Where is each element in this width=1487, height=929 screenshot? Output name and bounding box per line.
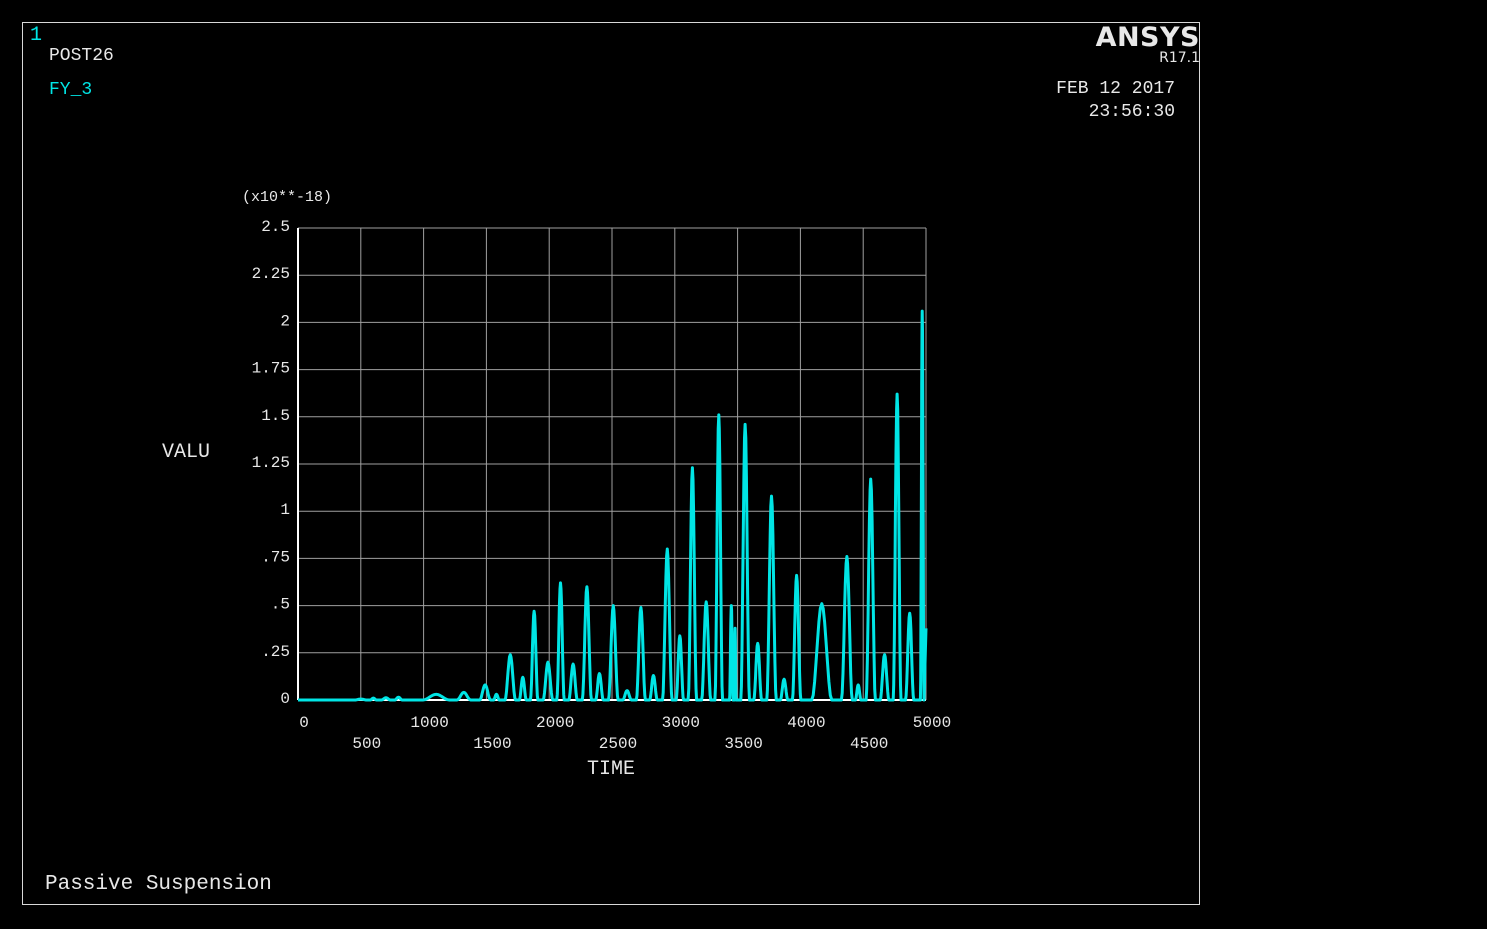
x-tick-label: 1000: [410, 714, 448, 732]
x-tick-label: 3500: [724, 735, 762, 753]
y-tick-label: 1.5: [261, 407, 290, 425]
x-tick-label: 2500: [599, 735, 637, 753]
y-tick-label: 2.25: [252, 265, 290, 283]
window-number: 1: [30, 24, 43, 47]
date-label: FEB 12 2017: [1056, 79, 1175, 99]
graphics-window-frame: [22, 22, 1200, 905]
tick-labels: 0 500 1000 1500 2000 2500 3000 3500 4000 4500 5000…: [252, 218, 952, 753]
x-axis-label: TIME: [587, 758, 635, 781]
y-tick-label: 2.5: [261, 218, 290, 236]
y-tick-label: 1.75: [252, 360, 290, 378]
y-tick-label: .5: [271, 596, 290, 614]
y-tick-label: 0: [280, 690, 290, 708]
x-tick-label: 4000: [787, 714, 825, 732]
x-tick-label: 1500: [473, 735, 511, 753]
y-axis-label: VALU: [162, 441, 210, 464]
y-tick-label: .75: [261, 548, 290, 566]
series-curve-fy3: [298, 309, 928, 702]
plot-caption: Passive Suspension: [45, 873, 272, 896]
x-tick-label: 0: [299, 714, 309, 732]
y-tick-label: 2: [280, 312, 290, 330]
x-tick-label: 2000: [536, 714, 574, 732]
x-tick-label: 5000: [913, 714, 951, 732]
y-multiplier-label: (x10**-18): [242, 189, 332, 206]
x-tick-label: 4500: [850, 735, 888, 753]
grid-lines: [298, 227, 927, 700]
y-tick-label: .25: [261, 643, 290, 661]
x-tick-label: 500: [352, 735, 381, 753]
time-label: 23:56:30: [1088, 102, 1175, 122]
ansys-logo: ANSYS: [1095, 22, 1200, 53]
y-tick-label: 1.25: [252, 454, 290, 472]
variable-label: FY_3: [49, 80, 93, 100]
module-label: POST26: [49, 46, 114, 66]
release-label: R17.1: [1159, 50, 1200, 66]
x-tick-label: 3000: [662, 714, 700, 732]
y-tick-label: 1: [280, 501, 290, 519]
